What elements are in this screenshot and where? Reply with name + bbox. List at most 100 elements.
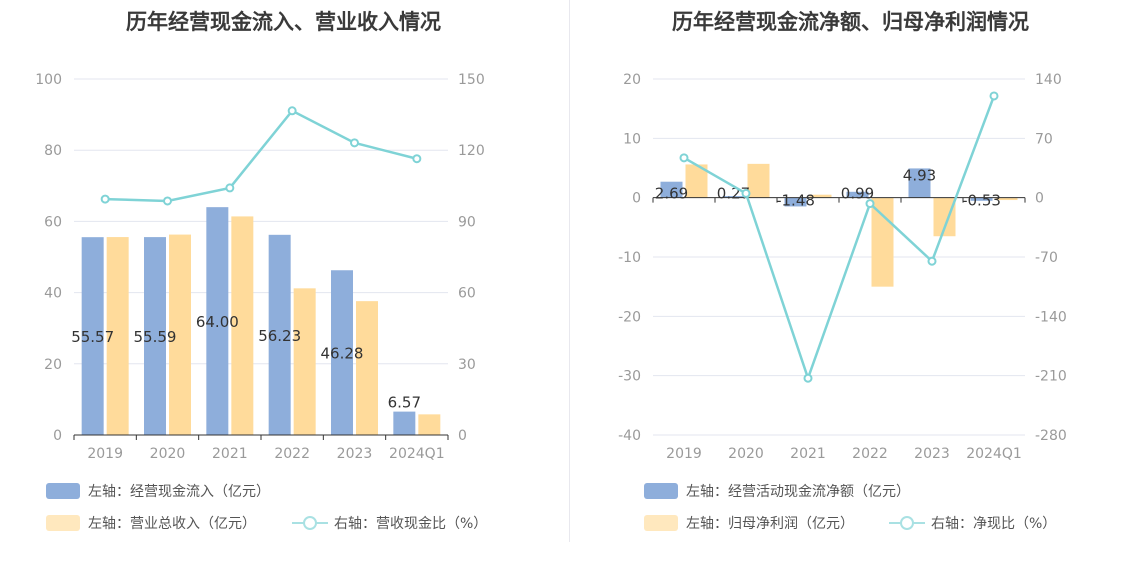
ratio-point <box>679 153 689 163</box>
bar-data-label: 0.99 <box>841 185 874 203</box>
bar-data-label: 6.57 <box>388 394 421 412</box>
legend-label: 左轴：经营活动现金流净额（亿元） <box>686 484 910 500</box>
ratio-point <box>163 196 172 206</box>
x-tick-label: 2024Q1 <box>389 446 445 462</box>
y-tick-left: 40 <box>44 286 62 302</box>
x-tick-label: 2022 <box>852 446 888 462</box>
ratio-line <box>683 95 996 383</box>
bar-revenue <box>231 216 254 435</box>
chart-plot: 0 20 40 60 80 100 0 30 60 90 120 150 2019 2020 2021 202… <box>35 72 485 462</box>
legend-swatch-blue <box>644 483 678 499</box>
x-tick-label: 2020 <box>728 446 764 462</box>
y-tick-left: 60 <box>44 214 62 230</box>
y-tick-left: -20 <box>618 309 641 325</box>
bar-cash <box>206 207 229 435</box>
bar-data-label: -1.48 <box>776 192 815 210</box>
bar-data-label: -0.53 <box>962 192 1001 210</box>
y-tick-left: 0 <box>53 428 62 444</box>
x-tick-label: 2019 <box>87 446 123 462</box>
bar-data-label: 55.57 <box>71 328 114 346</box>
chart-title: 历年经营现金流净额、归母净利润情况 <box>672 10 1029 34</box>
y-tick-right: -140 <box>1035 309 1067 325</box>
bar-revenue <box>809 194 832 198</box>
bar-cash <box>784 197 807 207</box>
legend-swatch-blue <box>46 483 80 499</box>
y-tick-left: 20 <box>44 357 62 373</box>
y-tick-right: -70 <box>1035 250 1058 266</box>
ratio-point <box>412 154 422 164</box>
ratio-line <box>105 109 418 203</box>
legend-item-revenue[interactable]: 左轴：营业总收入（亿元） <box>46 513 256 533</box>
x-tick-label: 2021 <box>790 446 826 462</box>
x-tick-label: 2024Q1 <box>966 446 1022 462</box>
legend-swatch-orange <box>644 515 678 531</box>
ratio-point <box>225 183 235 193</box>
y-tick-right: 150 <box>458 72 485 88</box>
x-tick-label: 2023 <box>337 446 373 462</box>
bar-revenue <box>871 197 894 287</box>
y-tick-right: 120 <box>458 143 485 159</box>
bar-revenue <box>418 414 441 435</box>
bar-cash <box>144 237 166 435</box>
ratio-point <box>741 188 751 198</box>
chart-plot: -40 -30 -20 -10 0 10 20 -280 -210 -140 -70 0 70 140 20… <box>618 72 1067 462</box>
ratio-point <box>350 138 359 148</box>
bar-revenue <box>685 164 708 198</box>
bar-revenue <box>933 197 956 237</box>
bar-revenue <box>356 301 378 435</box>
y-tick-left: -10 <box>618 250 641 266</box>
y-tick-right: 140 <box>1035 72 1062 88</box>
bar-cash <box>722 196 745 198</box>
legend-label: 右轴：净现比（%） <box>931 516 1057 532</box>
bar-revenue <box>747 163 770 198</box>
bar-data-label: 0.27 <box>717 185 750 203</box>
bar-cash <box>268 234 291 435</box>
x-tick-label: 2022 <box>274 446 310 462</box>
chart-title: 历年经营现金流入、营业收入情况 <box>126 10 441 34</box>
legend-item-ratio[interactable]: 右轴：营收现金比（%） <box>292 513 487 533</box>
bar-cash <box>970 197 993 201</box>
y-tick-right: 60 <box>458 286 476 302</box>
bar-cash <box>846 191 869 198</box>
ratio-point <box>927 256 937 266</box>
bar-cash <box>908 168 931 198</box>
bar-cash <box>393 411 416 435</box>
bar-cash <box>81 237 104 435</box>
y-tick-right: -210 <box>1035 369 1067 385</box>
legend-label: 右轴：营收现金比（%） <box>334 516 488 532</box>
x-tick-label: 2019 <box>666 446 702 462</box>
line-marker-icon <box>889 516 925 530</box>
y-tick-left: 0 <box>632 191 641 207</box>
y-tick-left: -40 <box>618 428 641 444</box>
legend-label: 左轴：营业总收入（亿元） <box>88 516 256 532</box>
legend-swatch-orange <box>46 515 80 531</box>
y-tick-right: 0 <box>458 428 467 444</box>
y-tick-left: 100 <box>35 72 62 88</box>
ratio-point <box>287 106 297 116</box>
bar-revenue <box>169 234 191 435</box>
bar-revenue <box>293 288 316 435</box>
line-marker-icon <box>292 516 328 530</box>
ratio-point <box>100 194 110 204</box>
y-tick-right: -280 <box>1035 428 1067 444</box>
legend-item-cash-inflow[interactable]: 左轴：经营现金流入（亿元） <box>46 481 270 501</box>
bar-data-label: 4.93 <box>903 166 936 184</box>
y-tick-right: 70 <box>1035 131 1053 147</box>
legend-item-net-profit[interactable]: 左轴：归母净利润（亿元） <box>644 513 854 533</box>
bar-revenue <box>995 197 1018 201</box>
legend-label: 左轴：归母净利润（亿元） <box>686 516 854 532</box>
y-tick-right: 90 <box>458 214 476 230</box>
bar-data-label: 64.00 <box>196 313 239 331</box>
y-tick-left: 80 <box>44 143 62 159</box>
legend-label: 左轴：经营现金流入（亿元） <box>88 484 270 500</box>
legend-item-ratio[interactable]: 右轴：净现比（%） <box>889 513 1056 533</box>
bar-data-label: 2.69 <box>655 185 688 203</box>
bar-cash <box>331 270 353 435</box>
x-tick-label: 2023 <box>914 446 950 462</box>
y-tick-left: -30 <box>618 369 641 385</box>
y-tick-right: 0 <box>1035 191 1044 207</box>
x-tick-label: 2021 <box>212 446 248 462</box>
legend-item-net-cash[interactable]: 左轴：经营活动现金流净额（亿元） <box>644 481 910 501</box>
y-tick-left: 20 <box>623 72 641 88</box>
bar-data-label: 46.28 <box>321 345 364 363</box>
